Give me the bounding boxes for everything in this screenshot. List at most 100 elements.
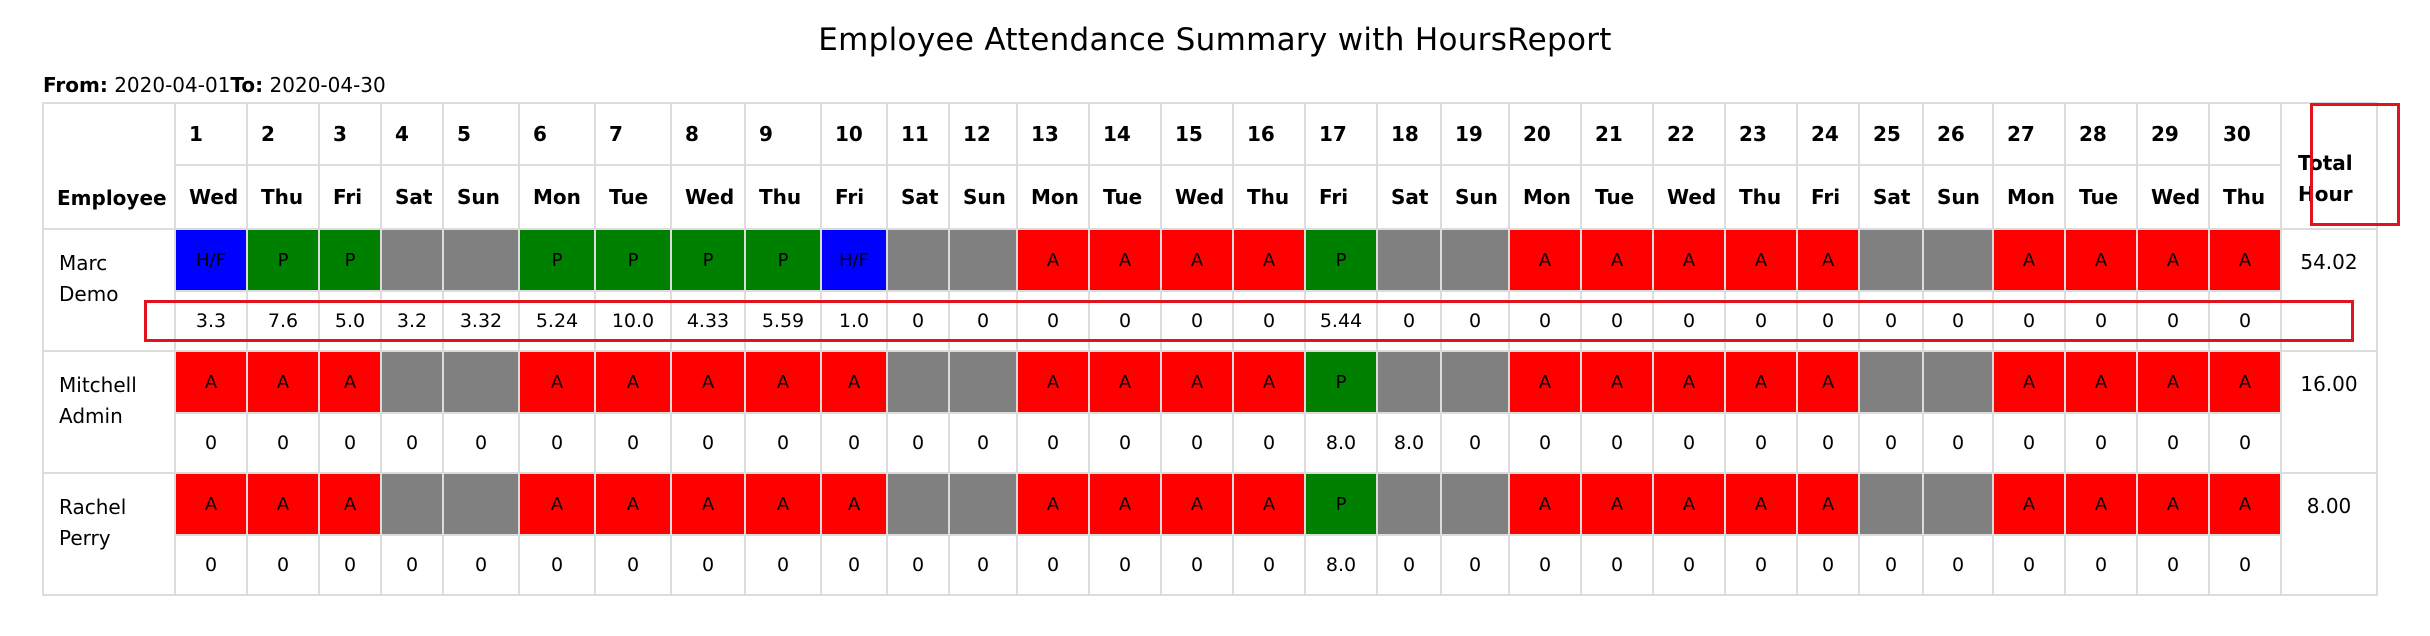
attendance-status-cell: A xyxy=(1232,472,1306,536)
to-label: To: xyxy=(230,73,264,97)
day-number-header: 25 xyxy=(1858,102,1924,166)
day-number-header: 23 xyxy=(1724,102,1798,166)
daily-hours-cell: 0 xyxy=(1858,290,1924,352)
day-number-header: 16 xyxy=(1232,102,1306,166)
attendance-status-cell: A xyxy=(2064,350,2138,414)
attendance-status-cell: A xyxy=(1160,350,1234,414)
attendance-status-cell: A xyxy=(744,472,822,536)
attendance-status-cell: A xyxy=(1652,472,1726,536)
daily-hours-cell: 0 xyxy=(380,534,444,596)
day-number-header: 26 xyxy=(1922,102,1994,166)
weekday-header: Mon xyxy=(518,164,596,230)
attendance-status-cell: A xyxy=(246,350,320,414)
employee-status-row: Mitchell Admin A A A A A A A A A A A A P A A A A A A A A A 16.00 xyxy=(42,350,2378,474)
employee-first-name: Marc xyxy=(59,251,108,275)
daily-hours-cell: 0 xyxy=(820,534,888,596)
attendance-status-cell: A xyxy=(2208,472,2282,536)
day-number-header: 27 xyxy=(1992,102,2066,166)
attendance-status-cell: A xyxy=(820,350,888,414)
attendance-status-cell xyxy=(1922,472,1994,536)
attendance-status-cell: H/F xyxy=(174,228,248,292)
day-number-header: 8 xyxy=(670,102,746,166)
daily-hours-cell: 0 xyxy=(1992,534,2066,596)
day-number-header: 19 xyxy=(1440,102,1510,166)
daily-hours-cell: 0 xyxy=(1508,412,1582,474)
daily-hours-cell: 0 xyxy=(1858,412,1924,474)
day-number-header: 22 xyxy=(1652,102,1726,166)
employee-total-hours: 54.02 xyxy=(2280,228,2378,352)
weekday-header: Fri xyxy=(820,164,888,230)
total-hour-header: Total Hour xyxy=(2280,102,2378,230)
weekday-header: Tue xyxy=(594,164,672,230)
daily-hours-cell: 0 xyxy=(948,290,1018,352)
attendance-status-cell: P xyxy=(594,228,672,292)
attendance-status-cell: P xyxy=(670,228,746,292)
attendance-status-cell xyxy=(886,350,950,414)
attendance-status-cell: A xyxy=(1796,350,1860,414)
employee-column-header: Employee xyxy=(42,102,176,230)
attendance-status-cell xyxy=(380,350,444,414)
day-number-header: 21 xyxy=(1580,102,1654,166)
weekday-header: Thu xyxy=(1232,164,1306,230)
daily-hours-cell: 0 xyxy=(2064,412,2138,474)
daily-hours-cell: 0 xyxy=(1376,534,1442,596)
employee-last-name: Demo xyxy=(59,282,119,306)
weekday-header: Sun xyxy=(948,164,1018,230)
employee-total-hours: 16.00 xyxy=(2280,350,2378,474)
daily-hours-cell: 8.0 xyxy=(1304,534,1378,596)
employee-status-row: Rachel Perry A A A A A A A A A A A A P A A A A A A A A A 8.00 xyxy=(42,472,2378,596)
weekday-header: Tue xyxy=(1580,164,1654,230)
daily-hours-cell: 0 xyxy=(1088,534,1162,596)
daily-hours-cell: 0 xyxy=(594,534,672,596)
weekday-header: Fri xyxy=(1304,164,1378,230)
attendance-status-cell: A xyxy=(670,472,746,536)
attendance-status-cell: A xyxy=(594,472,672,536)
daily-hours-cell: 3.3 xyxy=(174,290,248,352)
attendance-status-cell: A xyxy=(518,472,596,536)
header-days-row: Employee 1 2 3 4 5 6 7 8 9 10 11 12 13 14 15 16 17 18 19 20 2… xyxy=(42,102,2378,230)
daily-hours-cell: 0 xyxy=(318,534,382,596)
attendance-status-cell: A xyxy=(2208,228,2282,292)
attendance-status-cell xyxy=(380,228,444,292)
daily-hours-cell: 0 xyxy=(2064,534,2138,596)
day-number-header: 9 xyxy=(744,102,822,166)
daily-hours-cell: 8.0 xyxy=(1376,412,1442,474)
attendance-status-cell: A xyxy=(318,472,382,536)
attendance-table: Employee 1 2 3 4 5 6 7 8 9 10 11 12 13 14 15 16 17 18 19 20 2… xyxy=(42,102,2378,596)
attendance-status-cell: A xyxy=(1016,228,1090,292)
weekday-header: Thu xyxy=(2208,164,2282,230)
daily-hours-cell: 0 xyxy=(1160,290,1234,352)
total-label-line1: Total xyxy=(2298,151,2353,175)
day-number-header: 1 xyxy=(174,102,248,166)
daily-hours-cell: 0 xyxy=(442,412,520,474)
attendance-status-cell: A xyxy=(1508,228,1582,292)
employee-name: Mitchell Admin xyxy=(42,350,176,474)
daily-hours-cell: 0 xyxy=(1376,290,1442,352)
attendance-status-cell xyxy=(948,472,1018,536)
daily-hours-cell: 0 xyxy=(1232,290,1306,352)
attendance-status-cell: A xyxy=(2136,228,2210,292)
total-label-line2: Hour xyxy=(2298,182,2353,206)
daily-hours-cell: 0 xyxy=(1232,412,1306,474)
daily-hours-cell: 7.6 xyxy=(246,290,320,352)
weekday-header: Thu xyxy=(744,164,822,230)
daily-hours-cell: 0 xyxy=(518,534,596,596)
attendance-status-cell: P xyxy=(518,228,596,292)
day-number-header: 28 xyxy=(2064,102,2138,166)
attendance-status-cell xyxy=(1858,472,1924,536)
daily-hours-cell: 0 xyxy=(1088,290,1162,352)
attendance-status-cell: A xyxy=(1580,472,1654,536)
daily-hours-cell: 0 xyxy=(594,412,672,474)
weekday-header: Mon xyxy=(1016,164,1090,230)
daily-hours-cell: 0 xyxy=(1796,412,1860,474)
day-number-header: 30 xyxy=(2208,102,2282,166)
day-number-header: 13 xyxy=(1016,102,1090,166)
daily-hours-cell: 0 xyxy=(1652,290,1726,352)
attendance-status-cell: A xyxy=(174,472,248,536)
attendance-status-cell: A xyxy=(318,350,382,414)
daily-hours-cell: 0 xyxy=(1440,412,1510,474)
day-number-header: 3 xyxy=(318,102,382,166)
attendance-status-cell: A xyxy=(174,350,248,414)
attendance-status-cell: A xyxy=(2136,472,2210,536)
daily-hours-cell: 0 xyxy=(1232,534,1306,596)
